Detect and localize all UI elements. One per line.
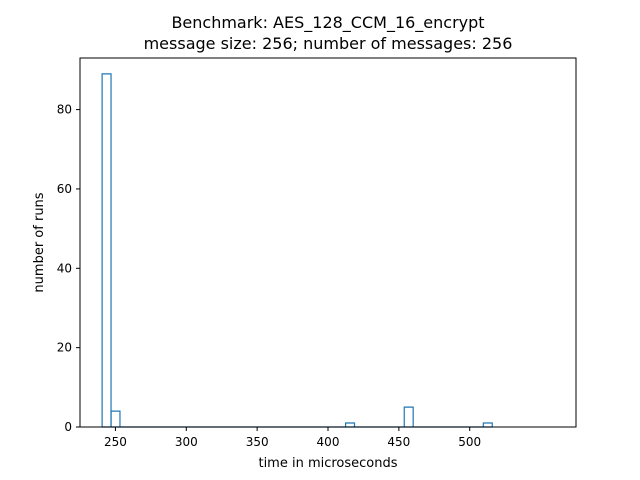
- histogram-bar-1: [101, 73, 112, 427]
- histogram-bar-3: [344, 422, 356, 427]
- x-axis-label: time in microseconds: [258, 456, 397, 471]
- histogram-bar-5: [482, 422, 493, 427]
- axes-frame: [79, 57, 577, 428]
- chart-title: Benchmark: AES_128_CCM_16_encrypt: [171, 13, 484, 33]
- x-tick-label: 450: [387, 435, 410, 449]
- y-tick-label: 80: [57, 103, 72, 117]
- x-tick-label: 250: [104, 435, 127, 449]
- chart-subtitle: message size: 256; number of messages: 2…: [144, 34, 513, 53]
- x-axis: 250 300 350 400 450 500: [104, 427, 481, 449]
- x-tick-label: 350: [246, 435, 269, 449]
- x-tick-label: 500: [458, 435, 481, 449]
- y-axis-label: number of runs: [32, 192, 47, 292]
- y-tick-label: 60: [57, 182, 72, 196]
- y-tick-label: 20: [57, 341, 72, 355]
- histogram-bar-2: [110, 410, 121, 427]
- histogram-bar-4: [403, 406, 414, 427]
- y-tick-label: 40: [57, 261, 72, 275]
- plot-area: [101, 73, 493, 428]
- y-axis: 0 20 40 60 80: [57, 103, 80, 434]
- x-tick-label: 400: [317, 435, 340, 449]
- y-tick-label: 0: [64, 420, 72, 434]
- x-tick-label: 300: [175, 435, 198, 449]
